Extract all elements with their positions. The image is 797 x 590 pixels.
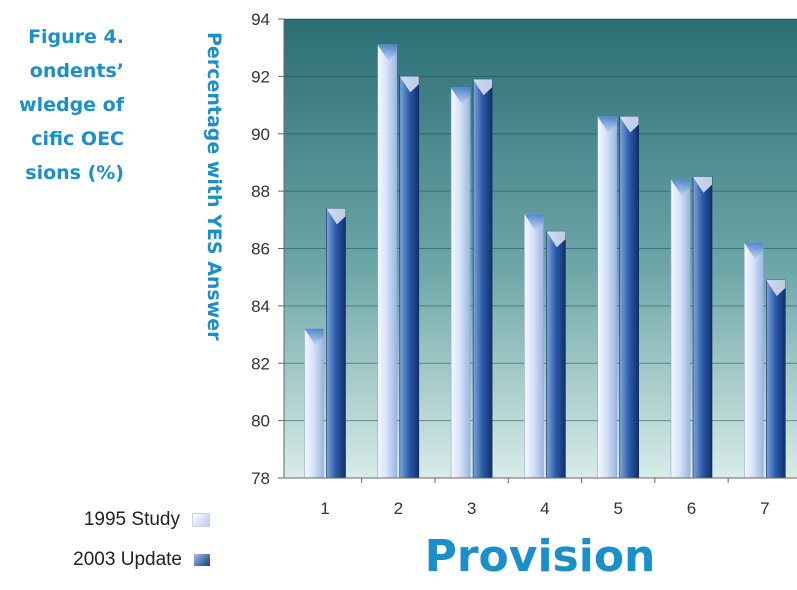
title-line: wledge of bbox=[19, 94, 124, 116]
bar-1995-provision-6 bbox=[670, 179, 691, 479]
bar-cap bbox=[304, 328, 324, 345]
bar-cap bbox=[524, 214, 544, 231]
bar-2003-provision-6 bbox=[692, 176, 713, 479]
title-line: cific OEC bbox=[31, 128, 124, 150]
legend-item-1995: 1995 Study bbox=[0, 508, 210, 532]
bars bbox=[304, 44, 786, 479]
title-line: ondents’ bbox=[29, 60, 124, 82]
bar-cap bbox=[693, 176, 712, 193]
legend-swatch-2003 bbox=[194, 554, 210, 566]
x-axis-label: Provision bbox=[424, 531, 656, 582]
bar-2003-provision-7 bbox=[765, 279, 786, 479]
title-line: Figure 4. bbox=[28, 26, 124, 48]
x-tick-label: 3 bbox=[467, 499, 476, 518]
x-tick-label: 1 bbox=[320, 499, 329, 518]
legend-label-2003: 2003 Update bbox=[73, 549, 182, 570]
bar-cap bbox=[766, 280, 786, 297]
y-tick-label: 88 bbox=[251, 182, 270, 201]
bar-cap bbox=[619, 116, 639, 133]
y-tick-label: 84 bbox=[251, 297, 270, 316]
legend-item-2003: 2003 Update bbox=[0, 548, 210, 572]
y-axis-label: Percentage with YES Answer bbox=[203, 32, 225, 341]
legend-swatch-1995 bbox=[192, 513, 210, 527]
bar-2003-provision-2 bbox=[399, 76, 420, 479]
bar-cap bbox=[377, 44, 397, 61]
bar-cap bbox=[399, 76, 419, 93]
x-tick-label: 4 bbox=[540, 499, 549, 518]
bar-cap bbox=[473, 79, 493, 96]
bar-cap bbox=[671, 179, 690, 196]
axes: 78 80 82 84 86 88 90 92 94 1 2 3 4 5 6 7 bbox=[251, 10, 797, 518]
bar-1995-provision-4 bbox=[524, 213, 544, 479]
x-tick-label: 5 bbox=[613, 499, 622, 518]
bar-2003-provision-5 bbox=[619, 116, 640, 479]
bar-2003-provision-3 bbox=[472, 78, 493, 479]
bar-cap bbox=[326, 208, 346, 225]
legend-label-1995: 1995 Study bbox=[83, 509, 180, 530]
x-tick-label: 2 bbox=[394, 499, 403, 518]
y-tick-label: 90 bbox=[251, 125, 270, 144]
x-tick-label: 6 bbox=[687, 499, 696, 518]
bar-2003-provision-4 bbox=[546, 230, 566, 479]
bar-cap bbox=[546, 231, 566, 248]
x-tick-label: 7 bbox=[760, 499, 769, 518]
bar-1995-provision-7 bbox=[743, 242, 764, 479]
bar-2003-provision-1 bbox=[326, 208, 346, 479]
y-tick-label: 92 bbox=[251, 67, 270, 86]
bar-1995-provision-5 bbox=[597, 116, 618, 479]
y-tick-label: 94 bbox=[251, 10, 270, 29]
y-tick-label: 80 bbox=[251, 412, 270, 431]
y-tick-label: 82 bbox=[251, 354, 270, 373]
bar-1995-provision-2 bbox=[377, 44, 398, 479]
y-tick-label: 78 bbox=[251, 469, 270, 488]
bar-1995-provision-1 bbox=[304, 328, 324, 479]
bar-cap bbox=[597, 116, 617, 133]
y-tick-label: 86 bbox=[251, 240, 270, 259]
bar-cap bbox=[451, 87, 471, 104]
figure-title: Figure 4. ondents’ wledge of cific OEC s… bbox=[0, 20, 124, 190]
title-line: sions (%) bbox=[25, 162, 124, 184]
bar-1995-provision-3 bbox=[450, 87, 471, 479]
bar-cap bbox=[744, 242, 764, 259]
